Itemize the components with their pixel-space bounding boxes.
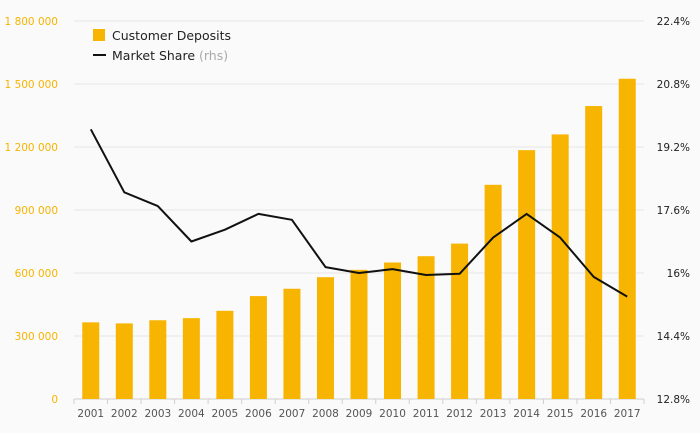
x-tick-label: 2016 — [580, 408, 607, 420]
x-tick-label: 2017 — [614, 408, 641, 420]
x-tick-label: 2002 — [111, 408, 138, 420]
x-tick-label: 2013 — [480, 408, 507, 420]
legend-swatch-deposits — [93, 29, 105, 41]
left-tick-label: 600 000 — [15, 268, 58, 280]
x-tick-label: 2010 — [379, 408, 406, 420]
bar-deposits-2009 — [350, 269, 368, 399]
right-tick-label: 20.8% — [657, 79, 690, 91]
left-tick-label: 300 000 — [15, 331, 58, 343]
right-tick-label: 17.6% — [657, 205, 690, 217]
bar-deposits-2013 — [484, 184, 502, 399]
x-tick-label: 2006 — [245, 408, 272, 420]
left-tick-label: 0 — [51, 394, 58, 406]
x-tick-label: 2009 — [346, 408, 373, 420]
right-tick-label: 12.8% — [657, 394, 690, 406]
x-tick-label: 2011 — [413, 408, 440, 420]
left-y-axis: 0 300 000 600 000 900 000 1 200 000 1 500 000… — [5, 16, 58, 406]
bar-deposits-2010 — [384, 262, 402, 399]
bar-deposits-2014 — [518, 150, 536, 399]
right-tick-label: 22.4% — [657, 16, 690, 28]
market-share-line-group — [89, 128, 628, 298]
bar-deposits-2002 — [115, 323, 133, 399]
right-tick-label: 19.2% — [657, 142, 690, 154]
bar-deposits-2005 — [216, 310, 234, 399]
x-tick-label: 2001 — [77, 408, 104, 420]
legend: Customer Deposits Market Share (rhs) — [93, 28, 231, 63]
left-tick-label: 1 800 000 — [5, 16, 58, 28]
market-share-line — [89, 128, 628, 298]
bar-deposits-2007 — [283, 288, 301, 399]
deposit-bars — [82, 78, 636, 400]
bar-deposits-2015 — [551, 134, 569, 399]
bar-deposits-2008 — [316, 277, 334, 399]
x-tick-label: 2015 — [547, 408, 574, 420]
right-tick-label: 16% — [667, 268, 690, 280]
left-tick-label: 900 000 — [15, 205, 58, 217]
x-tick-label: 2004 — [178, 408, 205, 420]
bar-deposits-2012 — [451, 243, 469, 399]
bar-deposits-2016 — [585, 106, 603, 400]
bar-deposits-2011 — [417, 256, 435, 399]
legend-label-market-share: Market Share (rhs) — [112, 48, 228, 63]
bar-deposits-2017 — [618, 78, 636, 399]
x-tick-label: 2012 — [446, 408, 473, 420]
x-axis: 2001 2002 2003 2004 2005 2006 2007 2008 2009 2010… — [73, 399, 645, 420]
bar-deposits-2004 — [182, 318, 200, 399]
x-tick-label: 2005 — [212, 408, 239, 420]
left-tick-label: 1 500 000 — [5, 79, 58, 91]
x-tick-label: 2008 — [312, 408, 339, 420]
x-tick-label: 2007 — [279, 408, 306, 420]
legend-label-market-share-suffix: (rhs) — [199, 48, 228, 63]
left-tick-label: 1 200 000 — [5, 142, 58, 154]
x-tick-label: 2014 — [513, 408, 540, 420]
legend-label-market-share-text: Market Share — [112, 48, 195, 63]
right-y-axis: 12.8% 14.4% 16% 17.6% 19.2% 20.8% 22.4% — [657, 16, 690, 406]
bar-deposits-2003 — [149, 320, 167, 399]
legend-label-deposits: Customer Deposits — [112, 28, 231, 43]
right-tick-label: 14.4% — [657, 331, 690, 343]
bar-deposits-2001 — [82, 322, 100, 399]
bar-deposits-2006 — [249, 296, 267, 399]
x-tick-label: 2003 — [144, 408, 171, 420]
